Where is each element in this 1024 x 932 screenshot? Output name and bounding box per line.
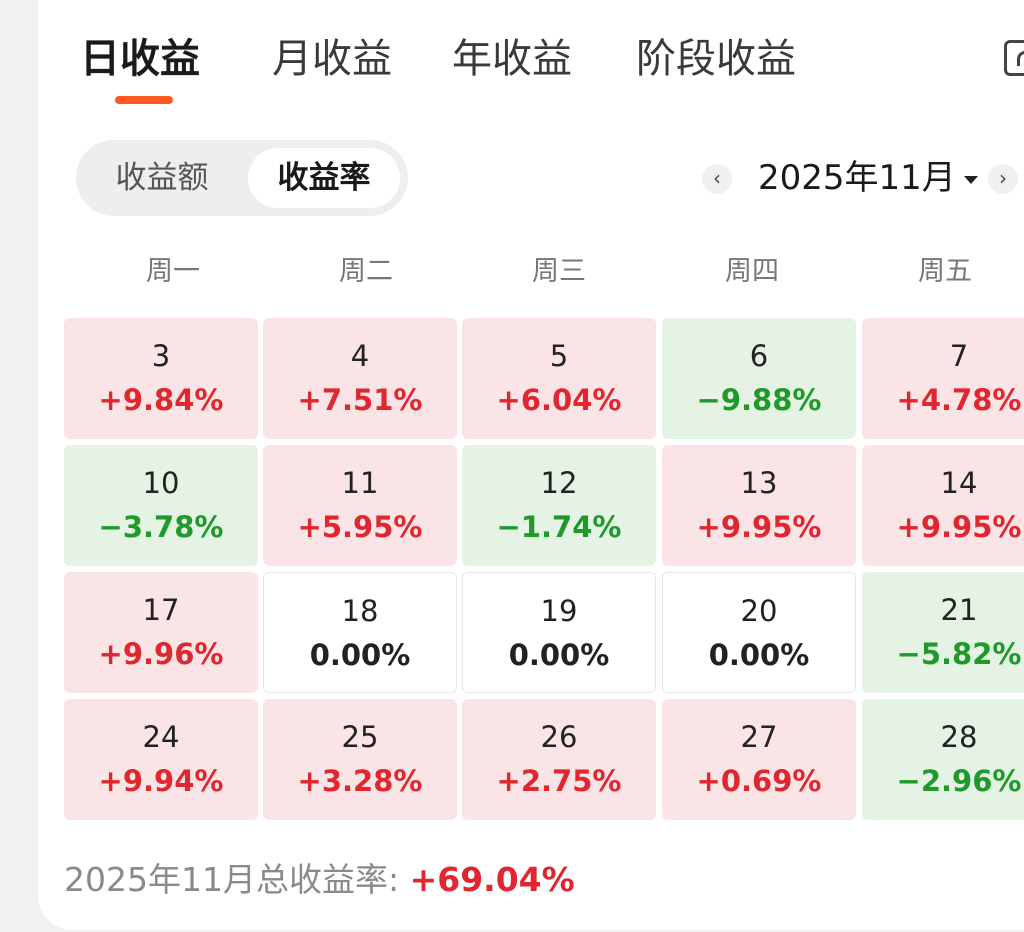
calendar-day-cell[interactable]: 20 0.00% (662, 572, 856, 693)
daily-return: +4.78% (896, 383, 1022, 417)
daily-return: +9.96% (98, 637, 224, 671)
calendar-day-cell[interactable]: 5 +6.04% (462, 318, 656, 439)
daily-return: +6.04% (496, 383, 622, 417)
daily-return: 0.00% (508, 638, 610, 672)
month-label: 2025年11月 (758, 158, 956, 198)
daily-return: 0.00% (708, 638, 810, 672)
calendar-day-cell[interactable]: 21 −5.82% (862, 572, 1024, 693)
tab-daily[interactable]: 日收益 (80, 36, 200, 82)
daily-return: +0.69% (696, 764, 822, 798)
calendar-day-cell[interactable]: 24 +9.94% (64, 699, 258, 820)
calendar-day-cell[interactable]: 18 0.00% (263, 572, 457, 693)
day-number: 12 (540, 466, 578, 500)
calendar-day-cell[interactable]: 19 0.00% (462, 572, 656, 693)
day-number: 14 (940, 466, 978, 500)
day-number: 10 (142, 466, 180, 500)
calendar-day-cell[interactable]: 14 +9.95% (862, 445, 1024, 566)
weekday-wed: 周三 (532, 256, 586, 287)
daily-return: −9.88% (696, 383, 822, 417)
calendar-day-cell[interactable]: 10 −3.78% (64, 445, 258, 566)
amount-option[interactable]: 收益额 (115, 160, 209, 196)
day-number: 25 (341, 720, 379, 754)
weekday-thu: 周四 (725, 256, 779, 287)
day-number: 7 (949, 339, 969, 373)
day-number: 5 (549, 339, 569, 373)
weekday-mon: 周一 (146, 256, 200, 287)
daily-return: +9.84% (98, 383, 224, 417)
calendar-day-cell[interactable]: 11 +5.95% (263, 445, 457, 566)
calendar-day-cell[interactable]: 3 +9.84% (64, 318, 258, 439)
daily-return: −5.82% (896, 637, 1022, 671)
day-number: 28 (940, 720, 978, 754)
day-number: 13 (740, 466, 778, 500)
daily-return: +7.51% (297, 383, 423, 417)
calendar-day-cell[interactable]: 27 +0.69% (662, 699, 856, 820)
chevron-left-icon[interactable]: ‹ (702, 164, 732, 194)
daily-return: +5.95% (297, 510, 423, 544)
day-number: 24 (142, 720, 180, 754)
tab-period[interactable]: 阶段收益 (636, 36, 796, 82)
daily-return: −1.74% (496, 510, 622, 544)
calendar-day-cell[interactable]: 25 +3.28% (263, 699, 457, 820)
weekday-fri: 周五 (918, 256, 972, 287)
calendar-day-cell[interactable]: 4 +7.51% (263, 318, 457, 439)
daily-return: 0.00% (309, 638, 411, 672)
day-number: 11 (341, 466, 379, 500)
calendar-day-cell[interactable]: 26 +2.75% (462, 699, 656, 820)
calendar-day-cell[interactable]: 12 −1.74% (462, 445, 656, 566)
daily-return: +3.28% (297, 764, 423, 798)
chevron-right-icon[interactable]: › (988, 164, 1018, 194)
active-tab-indicator (115, 96, 173, 104)
weekday-tue: 周二 (339, 256, 393, 287)
total-label: 2025年11月总收益率: (64, 860, 400, 899)
daily-return: +9.95% (696, 510, 822, 544)
monthly-total: 2025年11月总收益率: +69.04% (64, 858, 575, 902)
tab-monthly[interactable]: 月收益 (272, 36, 392, 82)
day-number: 18 (341, 594, 379, 628)
share-icon[interactable] (1004, 40, 1024, 76)
calendar-day-cell[interactable]: 28 −2.96% (862, 699, 1024, 820)
tab-yearly[interactable]: 年收益 (452, 36, 572, 82)
daily-return: −2.96% (896, 764, 1022, 798)
daily-return: +2.75% (496, 764, 622, 798)
rate-option[interactable]: 收益率 (248, 148, 400, 208)
day-number: 20 (740, 594, 778, 628)
total-value: +69.04% (409, 860, 575, 899)
calendar-day-cell[interactable]: 13 +9.95% (662, 445, 856, 566)
calendar-day-cell[interactable]: 6 −9.88% (662, 318, 856, 439)
month-selector[interactable]: 2025年11月 (758, 156, 978, 200)
day-number: 4 (350, 339, 370, 373)
day-number: 27 (740, 720, 778, 754)
earnings-card: 日收益 月收益 年收益 阶段收益 收益额 收益率 ‹ 2025年11月 › 周一… (38, 0, 1024, 930)
day-number: 21 (940, 593, 978, 627)
caret-down-icon (963, 175, 978, 184)
day-number: 19 (540, 594, 578, 628)
day-number: 3 (151, 339, 171, 373)
day-number: 26 (540, 720, 578, 754)
daily-return: +9.94% (98, 764, 224, 798)
daily-return: +9.95% (896, 510, 1022, 544)
calendar-day-cell[interactable]: 7 +4.78% (862, 318, 1024, 439)
metric-switch: 收益额 收益率 (76, 140, 408, 216)
daily-return: −3.78% (98, 510, 224, 544)
calendar-day-cell[interactable]: 17 +9.96% (64, 572, 258, 693)
day-number: 6 (749, 339, 769, 373)
day-number: 17 (142, 593, 180, 627)
